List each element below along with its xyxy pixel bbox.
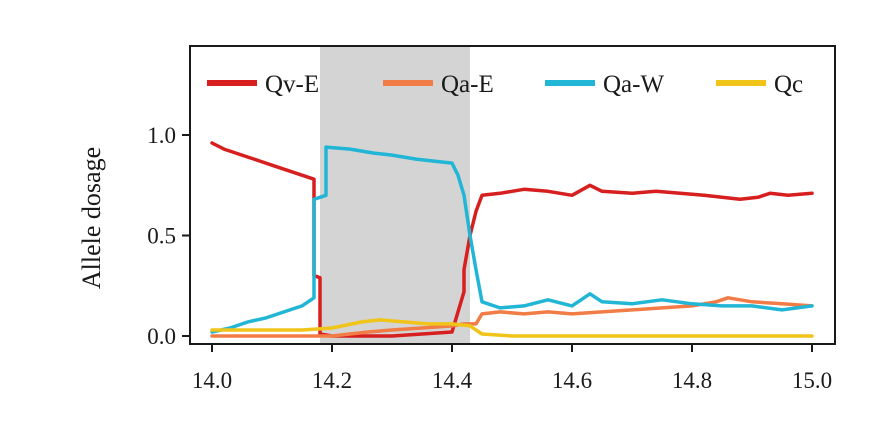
x-tick-label: 14.0 [192,368,232,393]
x-tick-label: 14.2 [312,368,352,393]
y-tick-label: 0.5 [147,224,176,249]
legend-label-qa-e: Qa-E [441,71,494,98]
plot-frame [189,45,836,345]
y-tick-label: 1.0 [147,123,176,148]
x-tick-label: 15.0 [792,368,832,393]
series-line-qa-w [210,145,814,334]
legend-label-qc: Qc [774,71,803,98]
legend-label-qv-e: Qv-E [265,71,319,98]
x-tick-label: 14.4 [432,368,473,393]
x-tick-label: 14.6 [552,368,592,393]
series-line-qa-e [210,296,814,338]
y-axis-title: Allele dosage [77,147,106,289]
y-tick-label: 0.0 [147,324,176,349]
x-tick-label: 14.8 [672,368,712,393]
legend-label-qa-w: Qa-W [603,71,664,98]
series-line-qc [210,318,814,338]
highlight-region [320,46,470,344]
series-line-qv-e [210,141,814,338]
